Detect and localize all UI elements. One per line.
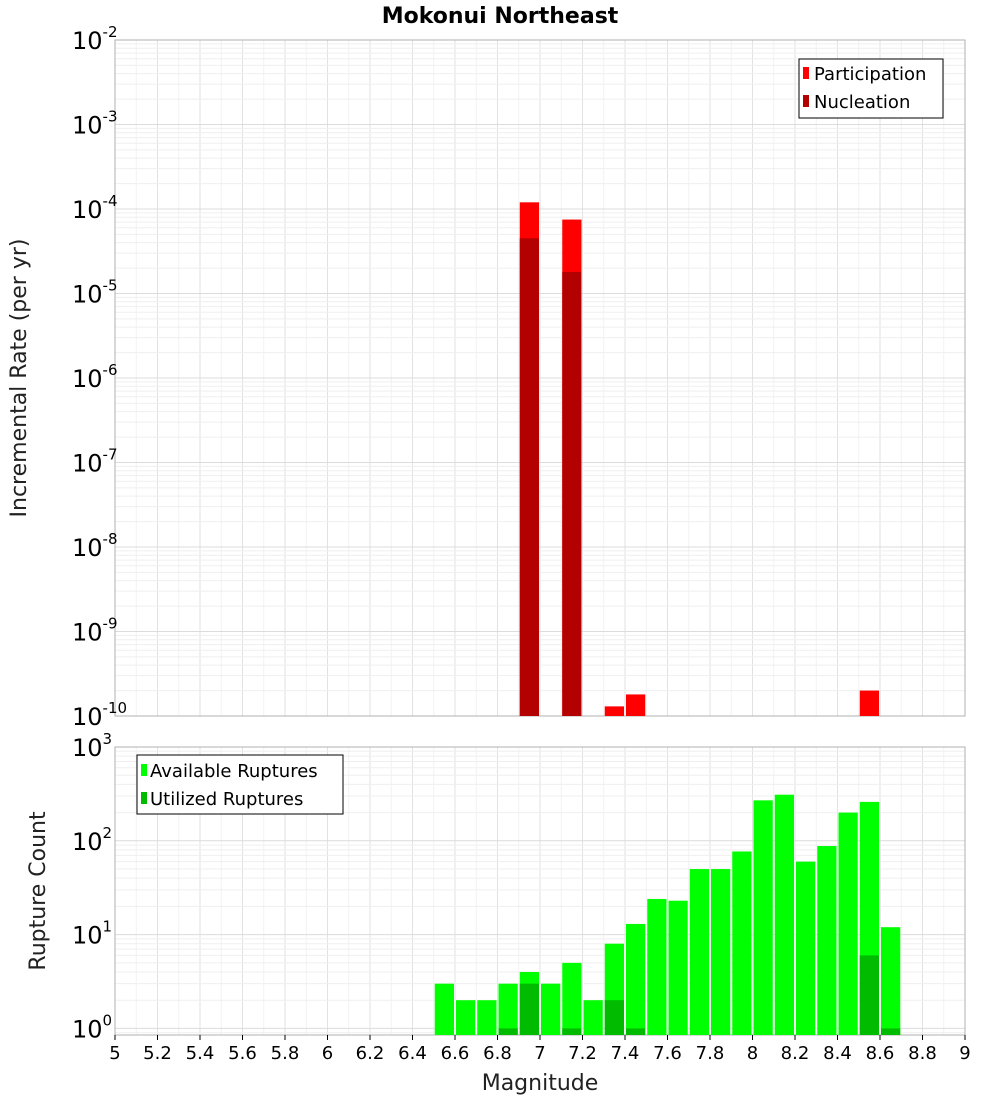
legend-label-available: Available Ruptures <box>150 761 318 782</box>
x-tick-label: 6.8 <box>483 1043 512 1064</box>
x-tick-label: 5.6 <box>228 1043 257 1064</box>
x-tick-label: 5.4 <box>186 1043 215 1064</box>
bar-available-ruptures <box>881 927 901 1035</box>
bar-available-ruptures <box>817 846 837 1035</box>
top-legend-box <box>798 58 944 119</box>
bottom-legend: Available Ruptures Utilized Ruptures <box>136 754 344 815</box>
bar-available-ruptures <box>753 800 773 1035</box>
top-y-tick-label: 10-2 <box>72 23 118 55</box>
bar-nucleation <box>562 271 582 716</box>
bar-nucleation <box>519 238 539 717</box>
top-y-tick-label: 10-7 <box>72 446 118 478</box>
bar-available-ruptures <box>477 1000 497 1035</box>
x-tick-label: 7.4 <box>611 1043 640 1064</box>
legend-label-nucleation: Nucleation <box>814 92 910 113</box>
legend-swatch-nucleation <box>803 95 809 107</box>
bar-available-ruptures <box>774 794 794 1035</box>
bar-utilized-ruptures <box>562 1028 582 1035</box>
bar-available-ruptures <box>434 983 454 1035</box>
x-tick-label: 7.8 <box>696 1043 725 1064</box>
top-gridlines <box>114 40 966 717</box>
x-tick-label: 8.2 <box>781 1043 810 1064</box>
bar-available-ruptures <box>838 812 858 1035</box>
top-y-tick-label: 10-4 <box>72 192 118 224</box>
bottom-y-axis-label: Rupture Count <box>26 811 51 971</box>
legend-label-utilized: Utilized Ruptures <box>150 789 303 810</box>
bar-utilized-ruptures <box>498 1028 518 1035</box>
top-y-tick-label: 10-10 <box>72 699 127 731</box>
top-y-tick-label: 10-5 <box>72 277 118 309</box>
x-tick-label: 8 <box>747 1043 758 1064</box>
bottom-panel: 100 101 102 103 5 5.2 5.4 5.6 5.8 6 6.2 6.4 6.6 6.8 7… <box>26 730 971 1096</box>
bar-available-ruptures <box>498 983 518 1035</box>
bar-available-ruptures <box>456 1000 476 1035</box>
bar-available-ruptures <box>583 1000 603 1035</box>
bar-participation <box>626 694 646 716</box>
x-tick-label: 7 <box>534 1043 545 1064</box>
bottom-y-ticks: 100 101 102 103 <box>72 730 112 1043</box>
chart-title: Mokonui Northeast <box>382 4 619 29</box>
bar-utilized-ruptures <box>519 983 539 1035</box>
bar-available-ruptures <box>562 962 582 1035</box>
legend-label-participation: Participation <box>814 64 926 85</box>
bar-utilized-ruptures <box>881 1028 901 1035</box>
x-tick-label: 7.6 <box>653 1043 682 1064</box>
top-y-tick-label: 10-6 <box>72 361 118 393</box>
legend-swatch-participation <box>803 67 809 79</box>
x-tick-label: 5.2 <box>143 1043 172 1064</box>
bottom-y-tick-label: 100 <box>72 1011 112 1043</box>
top-bars <box>519 202 879 717</box>
x-tick-label: 6.2 <box>356 1043 385 1064</box>
x-tick-label: 6.6 <box>441 1043 470 1064</box>
top-plot-frame <box>114 39 966 717</box>
top-legend: Participation Nucleation <box>798 58 944 119</box>
x-tick-label: 8.4 <box>823 1043 852 1064</box>
top-y-tick-label: 10-8 <box>72 530 118 562</box>
bar-available-ruptures <box>626 923 646 1035</box>
top-y-tick-label: 10-9 <box>72 615 118 647</box>
x-tick-label: 9 <box>959 1043 970 1064</box>
bottom-x-ticks: 5 5.2 5.4 5.6 5.8 6 6.2 6.4 6.6 6.8 7 7.2 7.4 7.6 7.8 8… <box>109 1035 971 1064</box>
top-panel: 10-10 10-9 10-8 10-7 10-6 10-5 10-4 10-3 10-2 In… <box>7 23 966 731</box>
bar-available-ruptures <box>668 900 688 1035</box>
bar-participation <box>859 690 879 716</box>
top-y-axis-label: Incremental Rate (per yr) <box>7 239 32 518</box>
x-tick-label: 6.4 <box>398 1043 427 1064</box>
x-tick-label: 7.2 <box>568 1043 597 1064</box>
bar-available-ruptures <box>732 851 752 1035</box>
bar-utilized-ruptures <box>859 955 879 1035</box>
bottom-y-tick-label: 102 <box>72 824 112 856</box>
top-y-ticks: 10-10 10-9 10-8 10-7 10-6 10-5 10-4 10-3 10-2 <box>72 23 127 731</box>
bottom-legend-box <box>136 754 344 815</box>
bar-participation <box>604 706 624 716</box>
bar-available-ruptures <box>689 869 709 1035</box>
x-tick-label: 5 <box>109 1043 120 1064</box>
bar-available-ruptures <box>647 898 667 1035</box>
bottom-y-tick-label: 101 <box>72 918 112 950</box>
legend-swatch-available <box>141 764 147 776</box>
legend-swatch-utilized <box>141 792 147 804</box>
bottom-bars <box>434 794 901 1035</box>
bar-utilized-ruptures <box>604 1000 624 1035</box>
bottom-y-tick-label: 103 <box>72 730 112 762</box>
x-tick-label: 8.8 <box>908 1043 937 1064</box>
bar-available-ruptures <box>541 983 561 1035</box>
x-axis-label: Magnitude <box>482 1071 599 1096</box>
bar-available-ruptures <box>796 861 816 1035</box>
bar-available-ruptures <box>711 869 731 1035</box>
top-y-tick-label: 10-3 <box>72 108 118 140</box>
x-tick-label: 8.6 <box>866 1043 895 1064</box>
bar-utilized-ruptures <box>626 1028 646 1035</box>
x-tick-label: 6 <box>322 1043 333 1064</box>
x-tick-label: 5.8 <box>271 1043 300 1064</box>
